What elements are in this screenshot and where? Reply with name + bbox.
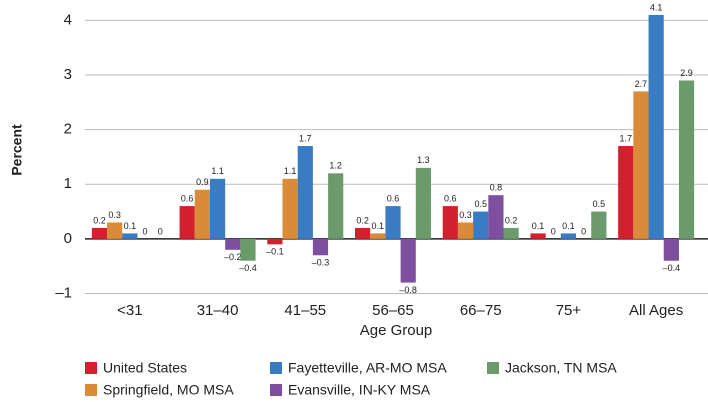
value-label: 0 (551, 226, 556, 236)
value-label: 1.3 (417, 155, 430, 165)
value-label: 0.1 (532, 221, 545, 231)
y-tick-label: –1 (55, 284, 72, 301)
bar (442, 206, 458, 239)
value-label: 1.7 (619, 133, 632, 143)
value-label: 0.1 (562, 221, 575, 231)
value-label: 1.2 (329, 161, 342, 171)
legend-label: Jackson, TN MSA (505, 360, 617, 376)
value-label: –0.1 (266, 247, 284, 257)
bar (503, 227, 519, 239)
bar (618, 146, 634, 239)
x-tick-label: 66–75 (460, 302, 502, 319)
value-label: 2.9 (680, 68, 693, 78)
bar (633, 91, 649, 239)
bar (312, 238, 329, 256)
legend-swatch (85, 362, 97, 374)
value-label: 0.6 (387, 193, 400, 203)
value-label: –0.3 (312, 258, 330, 268)
value-label: 0.9 (196, 177, 209, 187)
bar (282, 178, 298, 239)
bar (267, 238, 283, 245)
value-label: –0.2 (224, 252, 242, 262)
legend-swatch (487, 362, 499, 374)
legend-swatch (270, 384, 282, 396)
bar (355, 227, 371, 239)
bar (663, 238, 679, 261)
bar (648, 14, 664, 239)
value-label: 1.7 (299, 133, 312, 143)
value-label: 0.5 (474, 199, 487, 209)
value-label: 0.1 (372, 221, 385, 231)
bar (560, 233, 577, 239)
bar (297, 146, 313, 239)
bar (107, 222, 123, 239)
bar (385, 206, 401, 239)
x-axis-title: Age Group (360, 322, 433, 339)
bar (328, 173, 344, 239)
value-label: 2.7 (635, 79, 648, 89)
y-tick-label: 1 (64, 175, 72, 192)
x-tick-label: 56–65 (372, 302, 414, 319)
y-tick-label: 4 (64, 11, 72, 28)
value-label: 0.2 (505, 215, 518, 225)
bar (530, 233, 546, 239)
value-label: –0.8 (399, 285, 417, 295)
x-tick-label: 41–55 (284, 302, 326, 319)
bar (179, 206, 195, 239)
y-axis-title: Percent (9, 124, 25, 176)
legend-label: United States (103, 360, 187, 376)
bar (415, 167, 431, 239)
bar (370, 233, 386, 239)
bar (400, 238, 416, 283)
value-label: 0 (143, 226, 148, 236)
value-label: 0.2 (93, 215, 106, 225)
bar (122, 233, 138, 239)
y-tick-label: 0 (64, 230, 72, 247)
legend-label: Springfield, MO MSA (103, 382, 234, 398)
value-label: 4.1 (650, 2, 663, 12)
bar (473, 211, 489, 239)
value-label: 0.2 (356, 215, 369, 225)
value-label: 0.5 (593, 199, 606, 209)
bar (678, 80, 695, 239)
y-tick-label: 2 (64, 121, 72, 138)
y-tick-label: 3 (64, 66, 72, 83)
x-tick-label: All Ages (629, 302, 683, 319)
legend-label: Evansville, IN-KY MSA (288, 382, 431, 398)
bar (240, 238, 256, 261)
value-label: 0.6 (181, 193, 194, 203)
value-label: 0.3 (459, 210, 472, 220)
value-label: 0.8 (490, 183, 503, 193)
legend-swatch (270, 362, 282, 374)
x-tick-label: 31–40 (197, 302, 239, 319)
value-label: 1.1 (211, 166, 224, 176)
x-tick-label: 75+ (556, 302, 582, 319)
value-label: 0.1 (124, 221, 137, 231)
bar (91, 227, 108, 239)
legend-label: Fayetteville, AR-MO MSA (288, 360, 447, 376)
value-label: –0.4 (663, 263, 681, 273)
value-label: –0.4 (239, 263, 257, 273)
bar (591, 211, 607, 239)
bar (488, 195, 504, 239)
value-label: 0 (581, 226, 586, 236)
value-label: 1.1 (284, 166, 297, 176)
bar (209, 178, 226, 239)
legend-swatch (85, 384, 97, 396)
bar (457, 222, 474, 239)
value-label: 0.6 (444, 193, 457, 203)
value-label: 0 (158, 226, 163, 236)
x-tick-label: <31 (117, 302, 142, 319)
value-label: 0.3 (108, 210, 121, 220)
bar (225, 238, 241, 250)
bar (194, 189, 210, 239)
